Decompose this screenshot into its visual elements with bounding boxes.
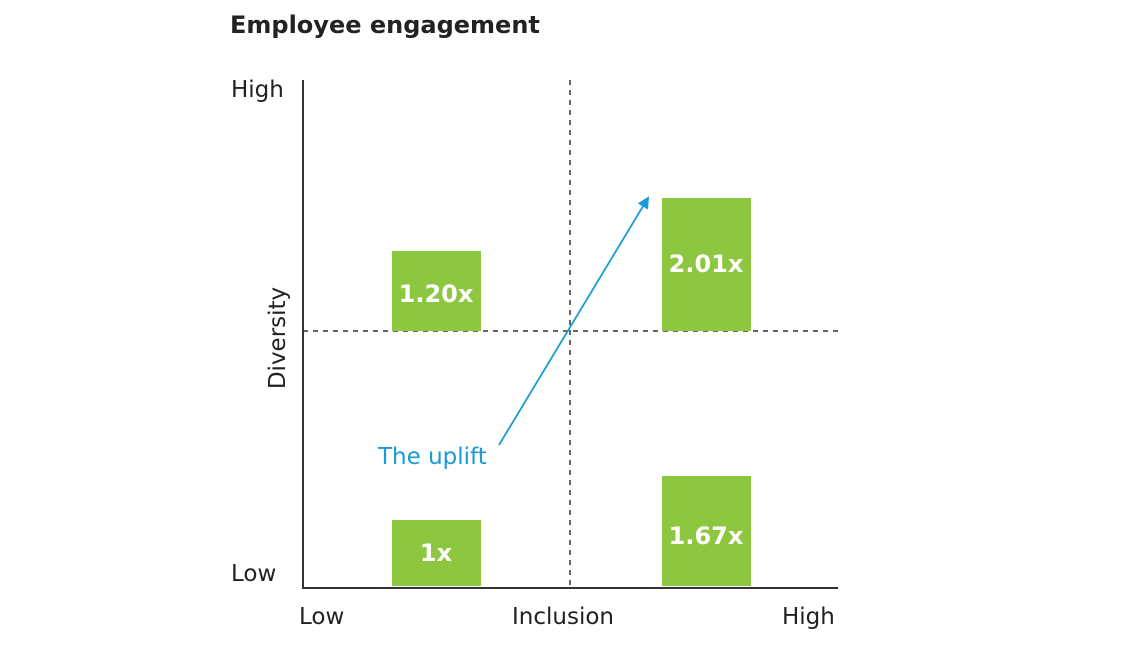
uplift-arrow bbox=[498, 196, 650, 446]
uplift-label: The uplift bbox=[377, 444, 487, 470]
chart-title: Employee engagement bbox=[230, 11, 540, 39]
bar-high-low bbox=[662, 476, 751, 586]
x-tick-low: Low bbox=[299, 604, 344, 630]
bar-low-low bbox=[392, 520, 481, 586]
x-tick-high: High bbox=[782, 604, 835, 630]
y-tick-high: High bbox=[231, 77, 284, 103]
y-tick-low: Low bbox=[231, 561, 276, 587]
bar-label-low-high: 1.20x bbox=[399, 280, 474, 308]
bar-low-high bbox=[392, 251, 481, 331]
y-axis-label: Diversity bbox=[265, 287, 291, 389]
bar-high-high bbox=[662, 198, 751, 331]
bar-label-high-low: 1.67x bbox=[669, 522, 744, 550]
bar-label-high-high: 2.01x bbox=[669, 250, 744, 278]
x-axis-label: Inclusion bbox=[512, 604, 614, 630]
bar-label-low-low: 1x bbox=[420, 539, 453, 567]
